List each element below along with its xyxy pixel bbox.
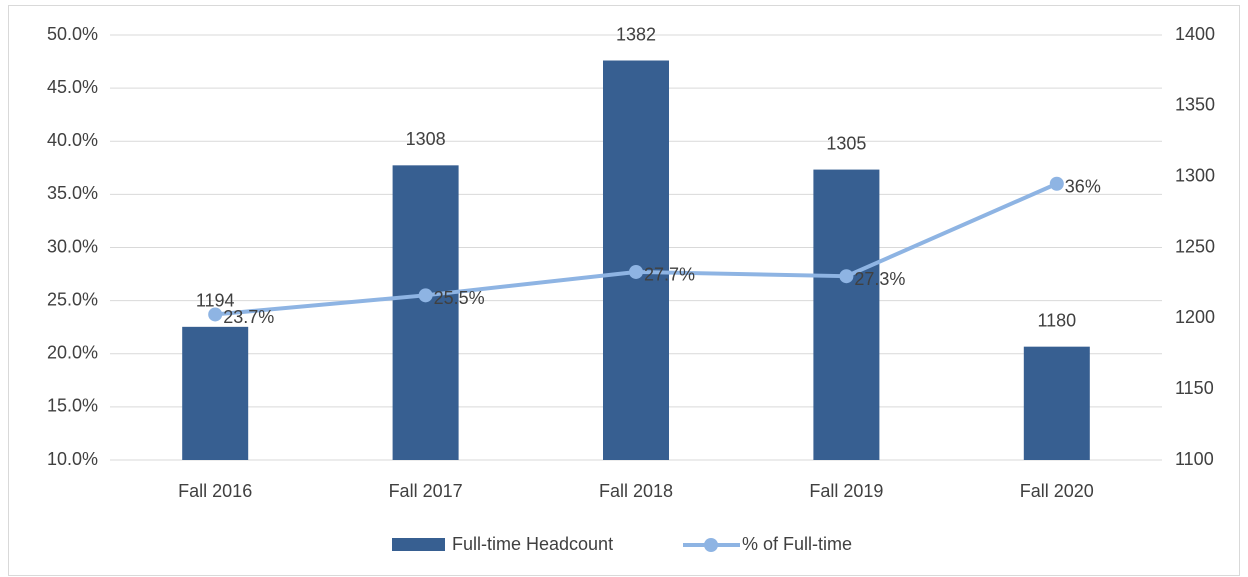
x-tick-label: Fall 2016 [178, 481, 252, 501]
y2-tick-label: 1150 [1175, 378, 1214, 398]
y-tick-label: 40.0% [47, 130, 98, 150]
legend-swatch [392, 538, 445, 551]
y-tick-label: 35.0% [47, 183, 98, 203]
y2-tick-label: 1100 [1175, 449, 1214, 469]
legend-marker [704, 538, 718, 552]
bar-value-label: 1382 [616, 24, 656, 44]
y2-tick-label: 1200 [1175, 307, 1215, 327]
y-tick-label: 30.0% [47, 236, 98, 256]
line-marker [839, 269, 854, 284]
line-marker [418, 288, 433, 303]
x-tick-label: Fall 2020 [1020, 481, 1094, 501]
line-marker [1049, 176, 1064, 191]
x-tick-label: Fall 2019 [809, 481, 883, 501]
line-value-label: 27.7% [644, 265, 695, 285]
line-value-label: 25.5% [434, 288, 485, 308]
y2-tick-label: 1400 [1175, 24, 1215, 44]
y-tick-label: 10.0% [47, 449, 98, 469]
bar-value-label: 1308 [406, 129, 446, 149]
y-tick-label: 15.0% [47, 396, 98, 416]
line-value-label: 27.3% [854, 269, 905, 289]
y-tick-label: 45.0% [47, 77, 98, 97]
bar [813, 169, 880, 461]
bar-value-label: 1180 [1037, 310, 1076, 330]
line-value-label: 36% [1065, 177, 1101, 197]
y2-tick-label: 1250 [1175, 236, 1215, 256]
bar [603, 60, 669, 460]
bar [392, 165, 459, 461]
bar [182, 326, 249, 460]
y2-tick-label: 1350 [1175, 95, 1215, 115]
bar [1023, 346, 1090, 460]
bar-value-label: 1194 [196, 291, 235, 311]
legend-label: % of Full-time [742, 534, 852, 554]
line-marker [208, 307, 223, 322]
bar-value-label: 1305 [826, 133, 866, 153]
line-marker [629, 264, 643, 279]
y-tick-label: 50.0% [47, 24, 98, 44]
line-value-label: 23.7% [223, 307, 274, 327]
y-tick-label: 25.0% [47, 289, 98, 309]
y2-tick-label: 1300 [1175, 165, 1215, 185]
legend-label: Full-time Headcount [452, 534, 613, 554]
x-tick-label: Fall 2018 [599, 481, 673, 501]
y-tick-label: 20.0% [47, 343, 98, 363]
x-tick-label: Fall 2017 [389, 481, 463, 501]
